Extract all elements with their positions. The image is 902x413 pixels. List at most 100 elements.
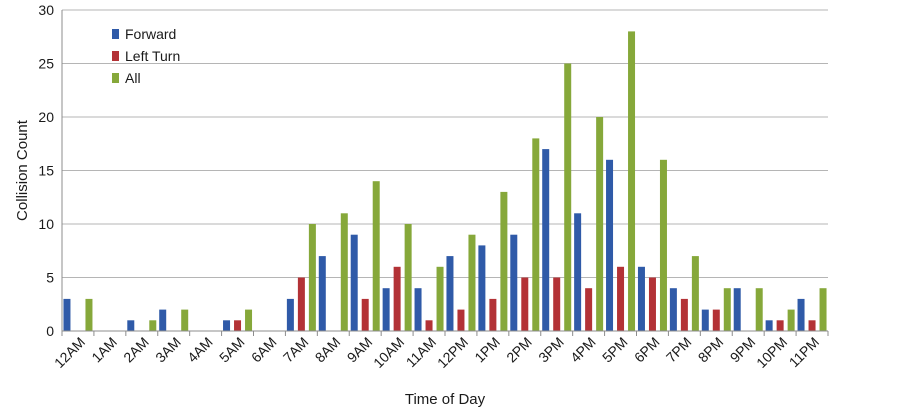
bar-left-turn	[680, 298, 688, 331]
x-tick-label: 3PM	[535, 334, 567, 366]
bar-left-turn	[648, 277, 656, 331]
bar-all	[436, 266, 444, 331]
bar-all	[819, 288, 827, 331]
y-tick-label: 25	[38, 56, 54, 72]
bar-forward	[382, 288, 390, 331]
bar-forward	[446, 256, 454, 331]
bar-all	[564, 63, 572, 331]
y-axis-title: Collision Count	[14, 119, 31, 221]
bar-left-turn	[425, 320, 433, 331]
bar-forward	[478, 245, 486, 331]
y-tick-label: 10	[38, 216, 54, 232]
x-tick-label: 11AM	[403, 334, 439, 370]
bar-forward	[510, 234, 518, 331]
bar-forward	[350, 234, 358, 331]
bar-left-turn	[297, 277, 305, 331]
x-tick-label: 2PM	[503, 334, 535, 366]
bar-forward	[733, 288, 741, 331]
bar-forward	[318, 256, 326, 331]
bar-left-turn	[521, 277, 529, 331]
x-tick-label: 1PM	[471, 334, 503, 366]
bar-all	[532, 138, 540, 331]
legend-label: Forward	[125, 26, 176, 42]
x-tick-label: 2AM	[120, 334, 152, 366]
bar-all	[245, 309, 253, 331]
legend-label: All	[125, 70, 141, 86]
x-tick-label: 5PM	[599, 334, 631, 366]
x-tick-label: 12PM	[434, 334, 471, 371]
x-tick-label: 6AM	[248, 334, 280, 366]
bar-left-turn	[553, 277, 561, 331]
x-tick-label: 4AM	[184, 334, 216, 366]
bar-left-turn	[617, 266, 625, 331]
bar-all	[628, 31, 636, 332]
bar-forward	[637, 266, 645, 331]
bar-forward	[542, 149, 550, 331]
bar-left-turn	[393, 266, 401, 331]
bar-left-turn	[776, 320, 784, 331]
legend-swatch	[112, 51, 119, 61]
y-tick-label: 30	[38, 2, 54, 18]
x-tick-label: 10PM	[753, 334, 790, 371]
x-tick-label: 7PM	[663, 334, 695, 366]
x-tick-label: 3AM	[152, 334, 184, 366]
bar-all	[787, 309, 795, 331]
bar-all	[340, 213, 348, 331]
y-tick-label: 15	[38, 163, 54, 179]
bar-forward	[669, 288, 677, 331]
bar-forward	[797, 298, 805, 331]
bar-all	[755, 288, 763, 331]
bar-forward	[574, 213, 582, 331]
bar-forward	[606, 159, 614, 331]
bar-all	[149, 320, 157, 331]
bar-forward	[127, 320, 135, 331]
legend: Forward Left Turn All	[112, 26, 180, 86]
x-tick-label: 6PM	[631, 334, 663, 366]
x-tick-label: 8AM	[312, 334, 344, 366]
bar-forward	[765, 320, 773, 331]
bar-all	[500, 191, 508, 331]
bar-left-turn	[457, 309, 465, 331]
bar-forward	[701, 309, 709, 331]
bar-left-turn	[234, 320, 242, 331]
axes: 0 5 10 15 20 25 30 12AM 1AM 2AM 3AM 4AM 5AM 6AM 7AM 8AM…	[38, 2, 829, 371]
legend-swatch	[112, 73, 119, 83]
y-tick-label: 20	[38, 109, 54, 125]
bar-left-turn	[808, 320, 816, 331]
x-tick-label: 11PM	[786, 334, 822, 370]
bar-forward	[286, 298, 294, 331]
bar-forward	[414, 288, 422, 331]
legend-swatch	[112, 29, 119, 39]
bar-all	[659, 159, 667, 331]
bar-all	[372, 181, 380, 331]
x-axis-title: Time of Day	[405, 391, 486, 408]
gridlines	[62, 9, 828, 278]
bar-left-turn	[712, 309, 720, 331]
bar-forward	[223, 320, 231, 331]
bar-all	[85, 298, 93, 331]
bar-all	[308, 224, 316, 331]
bar-all	[723, 288, 731, 331]
bar-left-turn	[585, 288, 593, 331]
bar-all	[596, 117, 604, 331]
bar-all	[181, 309, 189, 331]
legend-label: Left Turn	[125, 48, 180, 64]
y-tick-label: 0	[46, 323, 54, 339]
bar-left-turn	[489, 298, 497, 331]
x-tick-label: 5AM	[216, 334, 248, 366]
x-tick-label: 8PM	[695, 334, 727, 366]
x-tick-label: 7AM	[280, 334, 312, 366]
x-tick-label: 4PM	[567, 334, 599, 366]
bar-left-turn	[361, 298, 369, 331]
x-tick-label: 1AM	[88, 334, 120, 366]
x-tick-label: 10AM	[370, 334, 407, 371]
bar-all	[468, 234, 476, 331]
x-tick-label: 12AM	[51, 334, 88, 371]
bar-forward	[159, 309, 167, 331]
bars	[63, 31, 827, 332]
y-tick-label: 5	[46, 270, 54, 286]
bar-all	[404, 224, 412, 331]
bar-forward	[63, 298, 71, 331]
bar-all	[691, 256, 699, 331]
